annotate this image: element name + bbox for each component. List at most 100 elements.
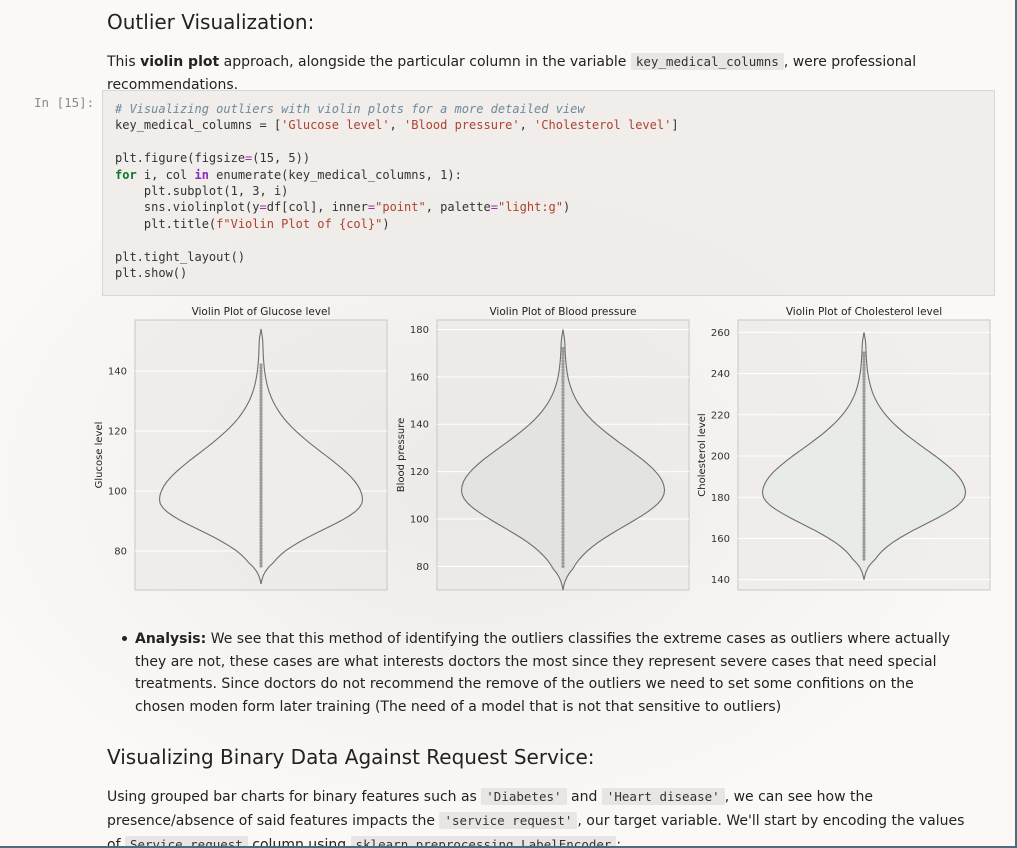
violin-point — [561, 440, 565, 444]
violin-point — [561, 527, 565, 531]
violin-point — [259, 458, 263, 462]
violin-point — [862, 445, 866, 449]
violin-point — [259, 535, 263, 539]
code-string: 'Glucose level' — [281, 118, 390, 133]
code-token: df[col], inner — [266, 200, 368, 215]
violin-point — [561, 518, 565, 522]
violin-point — [862, 392, 866, 396]
violin-point — [862, 380, 866, 385]
violin-point — [561, 359, 565, 363]
y-tick-label: 140 — [711, 575, 730, 586]
inline-code-label-encoder: sklearn.preprocessing.LabelEncoder — [350, 836, 617, 846]
violin-point — [862, 407, 866, 411]
violin-point — [561, 349, 565, 354]
violin-point — [561, 493, 565, 497]
code-operator: = — [490, 200, 498, 215]
violin-point — [259, 481, 263, 485]
violin-point — [561, 477, 565, 481]
violin-point — [259, 409, 263, 413]
violin-point — [561, 381, 565, 385]
violin-point — [862, 439, 866, 443]
violin-point — [862, 371, 866, 376]
violin-point — [561, 409, 565, 413]
violin-point — [259, 369, 263, 373]
violin-point — [259, 486, 263, 491]
code-string: 'Cholesterol level' — [534, 118, 672, 133]
violin-point — [561, 549, 565, 553]
violin-point — [561, 390, 565, 394]
violin-point — [561, 536, 565, 540]
y-tick-label: 160 — [711, 534, 730, 545]
violin-point — [259, 438, 263, 442]
violin-point — [862, 389, 866, 393]
code-operator: = — [367, 200, 376, 215]
violin-point — [259, 372, 263, 376]
violin-point — [259, 420, 263, 425]
y-tick-label: 160 — [410, 372, 429, 383]
violin-point — [561, 508, 565, 512]
violin-point — [862, 480, 866, 485]
violin-point — [259, 541, 263, 545]
violin-point — [259, 564, 263, 568]
violin-point — [862, 433, 866, 438]
violin-point — [561, 505, 565, 509]
violin-point — [561, 362, 565, 366]
violin-plot-blood-pressure: 80 100 120 140 160 180 Violin Plot of Blood pr… — [396, 306, 690, 591]
section-heading-outlier: Outlier Visualization: — [107, 10, 315, 34]
y-axis-label: Glucose level — [94, 422, 105, 489]
binary-text: Using grouped bar charts for binary feat… — [107, 789, 482, 805]
violin-point — [259, 392, 263, 396]
binary-text: , we can see how the presence/absence of… — [107, 789, 873, 829]
violin-point — [561, 446, 565, 450]
violin-point — [259, 383, 263, 387]
violin-point — [862, 454, 866, 458]
binary-text: and — [566, 789, 602, 805]
violin-point — [259, 406, 263, 410]
violin-point — [259, 449, 263, 453]
violin-point — [862, 498, 866, 502]
violin-point — [862, 513, 866, 517]
violin-point — [561, 405, 565, 410]
code-comment: # Visualizing outliers with violin plots… — [115, 102, 585, 116]
violin-point — [259, 538, 263, 542]
violin-point — [561, 374, 565, 379]
violin-point — [862, 360, 866, 364]
violin-point — [259, 495, 263, 499]
violin-point — [862, 383, 866, 387]
code-cell[interactable]: # Visualizing outliers with violin plots… — [102, 90, 995, 296]
violin-point — [561, 546, 565, 550]
violin-point — [259, 469, 263, 473]
violin-point — [259, 515, 263, 519]
violin-point — [259, 363, 263, 367]
violin-point — [561, 471, 565, 475]
violin-point — [561, 499, 565, 503]
binary-text: column using — [247, 837, 351, 848]
y-tick-label: 100 — [108, 487, 127, 498]
violin-point — [862, 545, 866, 549]
code-string: "light:g" — [497, 200, 563, 215]
violin-point — [561, 427, 565, 431]
y-tick-label: 180 — [410, 325, 429, 336]
violin-point — [259, 446, 263, 450]
violin-point — [259, 400, 263, 404]
violin-point — [862, 472, 866, 476]
intro-text-1: This — [107, 54, 141, 70]
violin-point — [561, 368, 565, 372]
violin-point — [862, 413, 866, 417]
violin-point — [259, 463, 263, 468]
violin-point — [259, 547, 263, 551]
violin-point — [259, 521, 263, 525]
y-tick-label: 120 — [410, 467, 429, 478]
violin-point — [259, 426, 263, 430]
intro-bold: violin plot — [140, 54, 220, 70]
violin-point — [561, 430, 565, 435]
code-editor[interactable]: # Visualizing outliers with violin plots… — [115, 101, 679, 281]
violin-point — [259, 374, 263, 379]
violin-point — [259, 394, 263, 399]
violin-point — [259, 509, 263, 514]
code-token: , — [519, 118, 535, 133]
violin-point — [862, 357, 866, 361]
violin-point — [561, 468, 565, 472]
violin-point — [561, 433, 565, 438]
